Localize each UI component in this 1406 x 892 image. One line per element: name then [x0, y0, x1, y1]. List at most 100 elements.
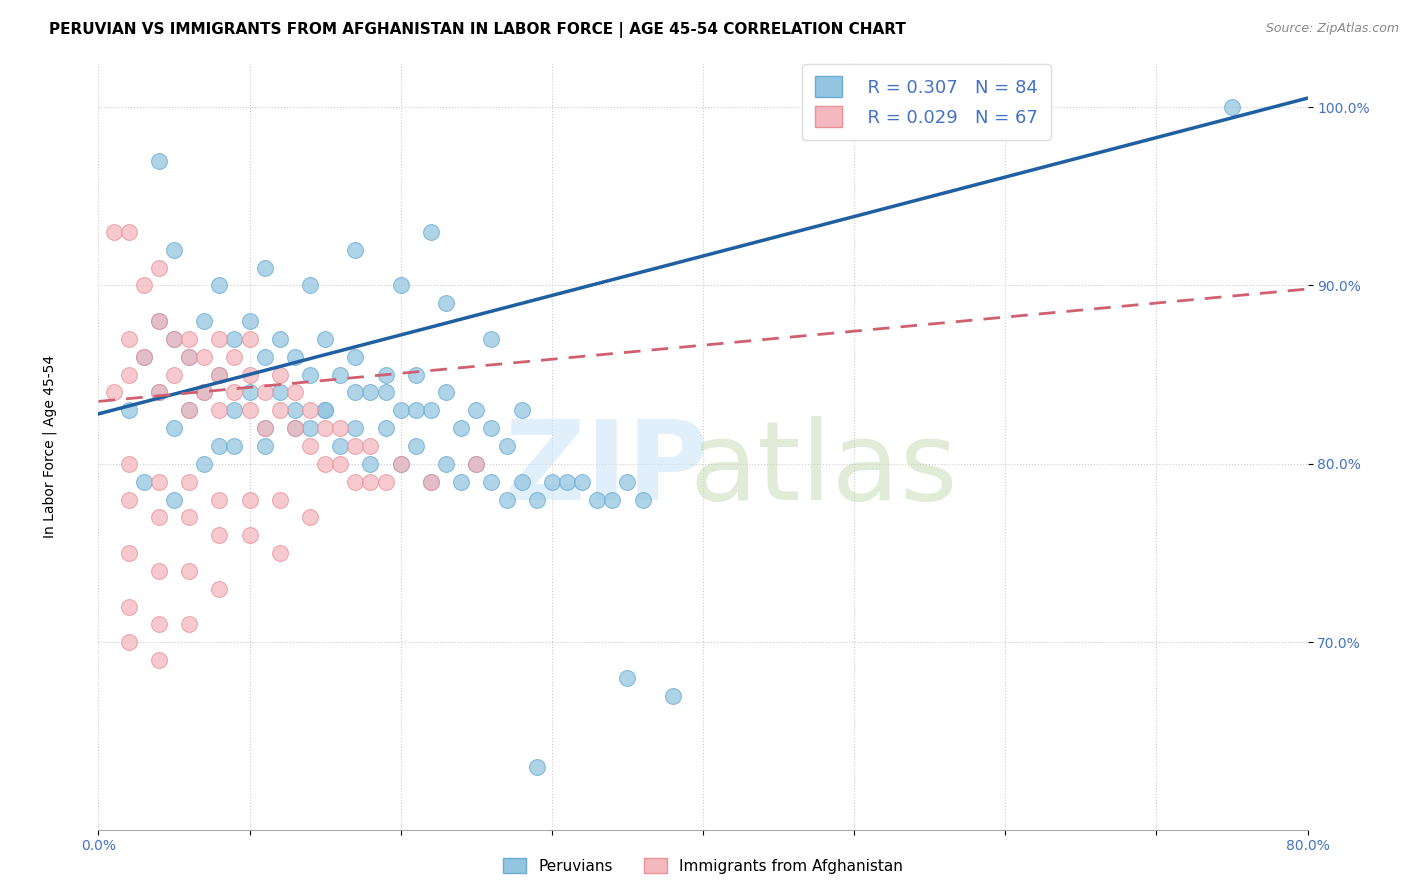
Point — [118, 546, 141, 560]
Point — [224, 439, 246, 453]
Point — [314, 403, 336, 417]
Point — [344, 421, 367, 435]
Point — [208, 528, 231, 542]
Point — [118, 332, 141, 346]
Point — [465, 403, 488, 417]
Point — [148, 475, 170, 489]
Point — [253, 439, 276, 453]
Text: PERUVIAN VS IMMIGRANTS FROM AFGHANISTAN IN LABOR FORCE | AGE 45-54 CORRELATION C: PERUVIAN VS IMMIGRANTS FROM AFGHANISTAN … — [49, 22, 905, 38]
Point — [132, 350, 155, 364]
Point — [284, 421, 307, 435]
Point — [510, 403, 533, 417]
Point — [405, 403, 427, 417]
Point — [179, 350, 201, 364]
Point — [586, 492, 609, 507]
Point — [450, 421, 472, 435]
Text: In Labor Force | Age 45-54: In Labor Force | Age 45-54 — [42, 354, 58, 538]
Point — [299, 439, 322, 453]
Point — [389, 457, 412, 471]
Point — [329, 439, 352, 453]
Point — [495, 492, 517, 507]
Point — [224, 332, 246, 346]
Point — [344, 439, 367, 453]
Point — [118, 368, 141, 382]
Point — [360, 385, 382, 400]
Point — [344, 243, 367, 257]
Point — [481, 421, 503, 435]
Point — [163, 492, 186, 507]
Legend: Peruvians, Immigrants from Afghanistan: Peruvians, Immigrants from Afghanistan — [498, 852, 908, 880]
Point — [284, 421, 307, 435]
Point — [389, 457, 412, 471]
Point — [314, 421, 336, 435]
Point — [208, 439, 231, 453]
Point — [208, 368, 231, 382]
Point — [239, 403, 262, 417]
Point — [299, 278, 322, 293]
Point — [148, 617, 170, 632]
Point — [299, 403, 322, 417]
Point — [616, 671, 638, 685]
Point — [179, 350, 201, 364]
Point — [434, 385, 457, 400]
Point — [179, 403, 201, 417]
Point — [284, 385, 307, 400]
Point — [374, 368, 396, 382]
Point — [299, 510, 322, 524]
Point — [179, 403, 201, 417]
Point — [1220, 100, 1243, 114]
Point — [329, 421, 352, 435]
Point — [163, 243, 186, 257]
Point — [420, 475, 443, 489]
Point — [360, 475, 382, 489]
Point — [526, 492, 548, 507]
Point — [269, 385, 291, 400]
Point — [405, 439, 427, 453]
Point — [269, 403, 291, 417]
Point — [360, 457, 382, 471]
Point — [465, 457, 488, 471]
Point — [148, 385, 170, 400]
Point — [148, 510, 170, 524]
Point — [253, 260, 276, 275]
Point — [179, 617, 201, 632]
Point — [555, 475, 578, 489]
Point — [329, 368, 352, 382]
Point — [374, 421, 396, 435]
Point — [193, 457, 215, 471]
Point — [118, 457, 141, 471]
Point — [481, 475, 503, 489]
Point — [374, 475, 396, 489]
Legend:   R = 0.307   N = 84,   R = 0.029   N = 67: R = 0.307 N = 84, R = 0.029 N = 67 — [801, 64, 1050, 140]
Point — [481, 332, 503, 346]
Point — [631, 492, 654, 507]
Point — [239, 528, 262, 542]
Point — [132, 350, 155, 364]
Point — [434, 457, 457, 471]
Point — [118, 225, 141, 239]
Point — [224, 385, 246, 400]
Point — [344, 385, 367, 400]
Point — [208, 332, 231, 346]
Point — [103, 385, 125, 400]
Point — [208, 492, 231, 507]
Point — [389, 403, 412, 417]
Point — [329, 457, 352, 471]
Point — [239, 385, 262, 400]
Point — [148, 314, 170, 328]
Text: Source: ZipAtlas.com: Source: ZipAtlas.com — [1265, 22, 1399, 36]
Point — [540, 475, 562, 489]
Point — [253, 350, 276, 364]
Point — [179, 510, 201, 524]
Point — [148, 153, 170, 168]
Point — [434, 296, 457, 310]
Point — [193, 385, 215, 400]
Point — [526, 760, 548, 774]
Point — [602, 492, 624, 507]
Point — [420, 225, 443, 239]
Point — [239, 314, 262, 328]
Point — [465, 457, 488, 471]
Point — [344, 475, 367, 489]
Point — [163, 332, 186, 346]
Point — [208, 403, 231, 417]
